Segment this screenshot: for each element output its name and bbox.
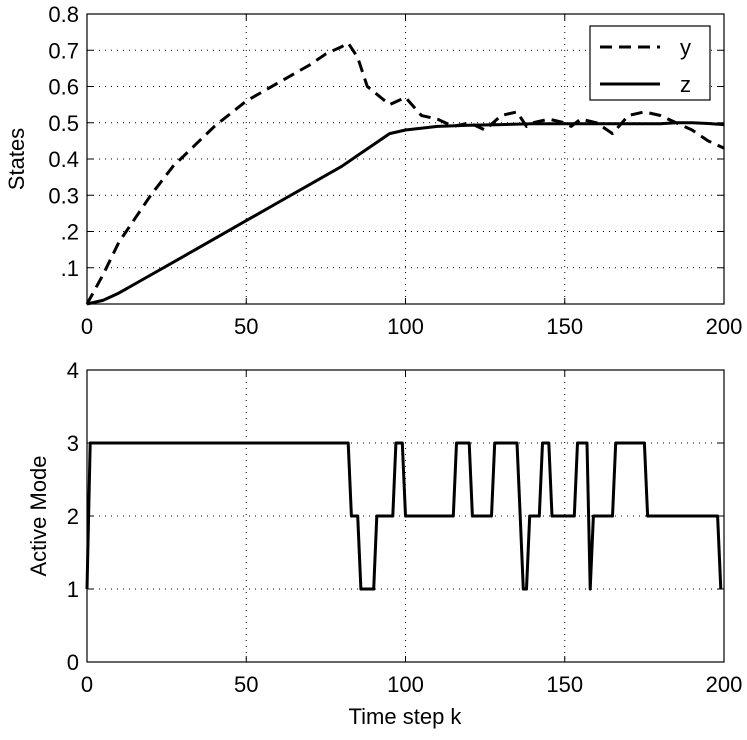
y-tick-label: 2	[67, 504, 79, 529]
legend-box	[589, 25, 711, 101]
y-tick-label: 1	[67, 577, 79, 602]
y-tick-label: 0.5	[48, 111, 79, 136]
states-ticks: 0 50 100 150 200 .1 .2 0.3 0.4 0.5 0.6 0.7 0.8	[48, 2, 742, 339]
legend-label-y: y	[680, 35, 691, 60]
mode-y-axis-label: Active Mode	[26, 455, 51, 576]
y-tick-label: .1	[61, 256, 79, 281]
x-tick-label: 0	[81, 314, 93, 339]
mode-panel: 0 50 100 150 200 0 1 2 3 4 Active Mode Time step …	[26, 358, 742, 729]
x-tick-label: 50	[234, 314, 258, 339]
y-tick-label: 0.4	[48, 147, 79, 172]
y-tick-label: 4	[67, 358, 79, 383]
y-tick-label: 0.6	[48, 75, 79, 100]
mode-ticks: 0 50 100 150 200 0 1 2 3 4	[67, 358, 743, 697]
series-line-mode	[85, 441, 723, 591]
y-tick-label: 3	[67, 431, 79, 456]
states-legend: y z	[589, 25, 711, 101]
x-tick-label: 150	[546, 314, 583, 339]
x-tick-label: 50	[234, 672, 258, 697]
x-tick-label: 200	[706, 314, 743, 339]
states-y-axis-label: States	[4, 128, 29, 190]
legend-label-z: z	[680, 72, 691, 97]
x-tick-label: 0	[81, 672, 93, 697]
x-tick-label: 100	[387, 672, 424, 697]
x-tick-label: 150	[546, 672, 583, 697]
mode-series	[85, 441, 723, 591]
series-line-z	[86, 121, 725, 306]
states-series	[85, 41, 725, 306]
x-tick-label: 200	[706, 672, 743, 697]
mode-x-axis-label: Time step k	[349, 704, 463, 729]
states-grid	[87, 14, 724, 304]
y-tick-label: 0.3	[48, 183, 79, 208]
states-panel: 0 50 100 150 200 .1 .2 0.3 0.4 0.5 0.6 0.7 0.8 State…	[4, 2, 742, 339]
y-tick-label: 0.8	[48, 2, 79, 27]
x-tick-label: 100	[387, 314, 424, 339]
y-tick-label: 0.7	[48, 38, 79, 63]
y-tick-label: .2	[61, 220, 79, 245]
y-tick-label: 0	[67, 650, 79, 675]
